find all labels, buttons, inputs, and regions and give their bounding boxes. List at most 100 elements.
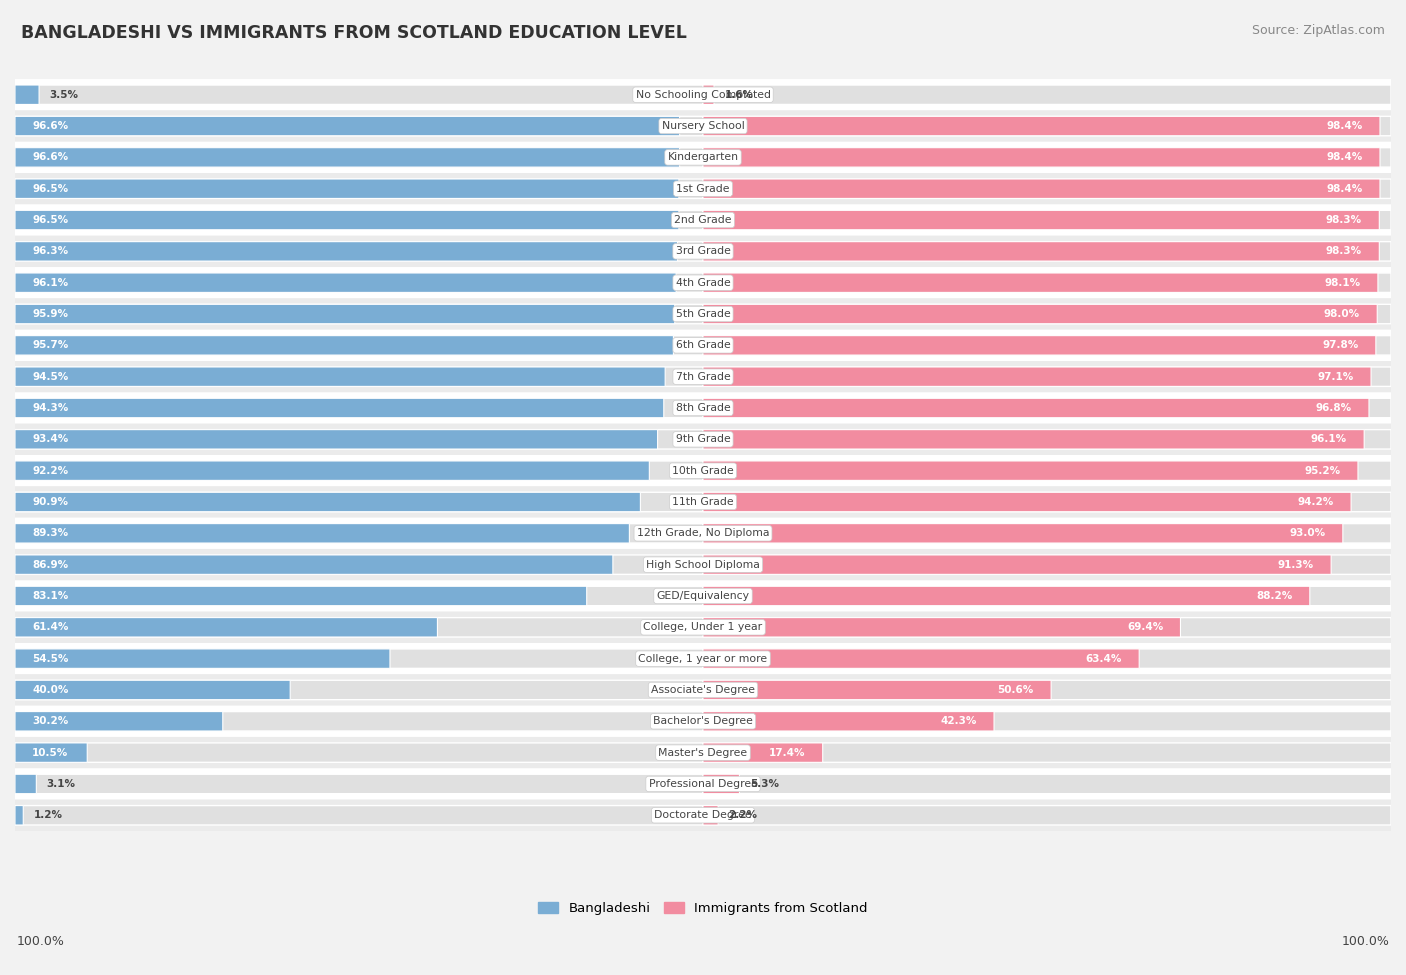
FancyBboxPatch shape [15, 455, 1391, 487]
FancyBboxPatch shape [703, 492, 1391, 512]
FancyBboxPatch shape [15, 116, 703, 136]
FancyBboxPatch shape [703, 211, 1391, 230]
FancyBboxPatch shape [703, 399, 1369, 417]
Text: 10th Grade: 10th Grade [672, 466, 734, 476]
Text: Kindergarten: Kindergarten [668, 152, 738, 163]
Text: 96.6%: 96.6% [32, 121, 69, 131]
FancyBboxPatch shape [15, 768, 1391, 800]
Text: Nursery School: Nursery School [662, 121, 744, 131]
Text: Professional Degree: Professional Degree [648, 779, 758, 789]
FancyBboxPatch shape [15, 737, 1391, 768]
FancyBboxPatch shape [703, 116, 1391, 136]
FancyBboxPatch shape [15, 399, 703, 417]
FancyBboxPatch shape [15, 211, 679, 230]
FancyBboxPatch shape [703, 681, 1391, 700]
FancyBboxPatch shape [15, 774, 703, 794]
Text: 95.9%: 95.9% [32, 309, 69, 319]
FancyBboxPatch shape [703, 242, 1391, 261]
FancyBboxPatch shape [15, 430, 658, 449]
FancyBboxPatch shape [15, 712, 222, 731]
FancyBboxPatch shape [703, 335, 1391, 355]
Text: 63.4%: 63.4% [1085, 653, 1122, 664]
Text: 96.6%: 96.6% [32, 152, 69, 163]
Text: 96.1%: 96.1% [32, 278, 69, 288]
FancyBboxPatch shape [15, 335, 703, 355]
FancyBboxPatch shape [15, 774, 37, 794]
Text: 98.4%: 98.4% [1326, 152, 1362, 163]
FancyBboxPatch shape [15, 611, 1391, 643]
Text: 40.0%: 40.0% [32, 685, 69, 695]
FancyBboxPatch shape [15, 430, 703, 449]
FancyBboxPatch shape [703, 179, 1391, 199]
Text: 98.0%: 98.0% [1324, 309, 1360, 319]
Text: 90.9%: 90.9% [32, 497, 69, 507]
FancyBboxPatch shape [15, 110, 1391, 141]
FancyBboxPatch shape [15, 304, 703, 324]
FancyBboxPatch shape [15, 79, 1391, 110]
Text: 10.5%: 10.5% [32, 748, 69, 758]
FancyBboxPatch shape [15, 392, 1391, 424]
Text: 95.7%: 95.7% [32, 340, 69, 350]
Text: 2.2%: 2.2% [728, 810, 758, 820]
FancyBboxPatch shape [703, 805, 1391, 825]
Text: Source: ZipAtlas.com: Source: ZipAtlas.com [1251, 24, 1385, 37]
FancyBboxPatch shape [15, 367, 665, 386]
FancyBboxPatch shape [15, 85, 39, 104]
Text: College, Under 1 year: College, Under 1 year [644, 622, 762, 633]
FancyBboxPatch shape [15, 173, 1391, 205]
Text: 96.8%: 96.8% [1316, 403, 1351, 413]
FancyBboxPatch shape [703, 304, 1378, 324]
Text: 69.4%: 69.4% [1128, 622, 1163, 633]
FancyBboxPatch shape [15, 487, 1391, 518]
Text: 54.5%: 54.5% [32, 653, 69, 664]
FancyBboxPatch shape [15, 643, 1391, 675]
Text: 91.3%: 91.3% [1278, 560, 1315, 569]
FancyBboxPatch shape [15, 712, 703, 731]
Text: 98.4%: 98.4% [1326, 183, 1362, 194]
FancyBboxPatch shape [15, 524, 703, 543]
FancyBboxPatch shape [15, 492, 640, 512]
FancyBboxPatch shape [703, 617, 1391, 637]
FancyBboxPatch shape [703, 367, 1391, 386]
Text: 98.1%: 98.1% [1324, 278, 1361, 288]
FancyBboxPatch shape [15, 361, 1391, 392]
Text: No Schooling Completed: No Schooling Completed [636, 90, 770, 99]
FancyBboxPatch shape [703, 430, 1391, 449]
Text: 100.0%: 100.0% [1341, 935, 1389, 948]
Text: 1.6%: 1.6% [724, 90, 754, 99]
FancyBboxPatch shape [15, 461, 703, 481]
FancyBboxPatch shape [703, 367, 1371, 386]
FancyBboxPatch shape [15, 675, 1391, 706]
FancyBboxPatch shape [15, 549, 1391, 580]
FancyBboxPatch shape [15, 179, 703, 199]
FancyBboxPatch shape [703, 492, 1351, 512]
FancyBboxPatch shape [15, 205, 1391, 236]
Text: 17.4%: 17.4% [769, 748, 806, 758]
Text: Doctorate Degree: Doctorate Degree [654, 810, 752, 820]
FancyBboxPatch shape [703, 586, 1310, 605]
FancyBboxPatch shape [15, 586, 586, 605]
FancyBboxPatch shape [15, 649, 389, 668]
FancyBboxPatch shape [15, 179, 679, 199]
Text: 1st Grade: 1st Grade [676, 183, 730, 194]
Legend: Bangladeshi, Immigrants from Scotland: Bangladeshi, Immigrants from Scotland [533, 897, 873, 920]
FancyBboxPatch shape [703, 179, 1381, 199]
FancyBboxPatch shape [15, 743, 703, 762]
FancyBboxPatch shape [703, 524, 1343, 543]
FancyBboxPatch shape [15, 273, 676, 292]
Text: 12th Grade, No Diploma: 12th Grade, No Diploma [637, 528, 769, 538]
FancyBboxPatch shape [703, 116, 1381, 136]
FancyBboxPatch shape [703, 524, 1391, 543]
FancyBboxPatch shape [15, 649, 703, 668]
Text: 3rd Grade: 3rd Grade [675, 247, 731, 256]
FancyBboxPatch shape [703, 649, 1391, 668]
Text: College, 1 year or more: College, 1 year or more [638, 653, 768, 664]
FancyBboxPatch shape [15, 330, 1391, 361]
Text: 92.2%: 92.2% [32, 466, 69, 476]
FancyBboxPatch shape [703, 461, 1358, 481]
FancyBboxPatch shape [703, 586, 1391, 605]
FancyBboxPatch shape [703, 649, 1139, 668]
Text: 30.2%: 30.2% [32, 717, 69, 726]
Text: High School Diploma: High School Diploma [647, 560, 759, 569]
FancyBboxPatch shape [703, 681, 1052, 700]
